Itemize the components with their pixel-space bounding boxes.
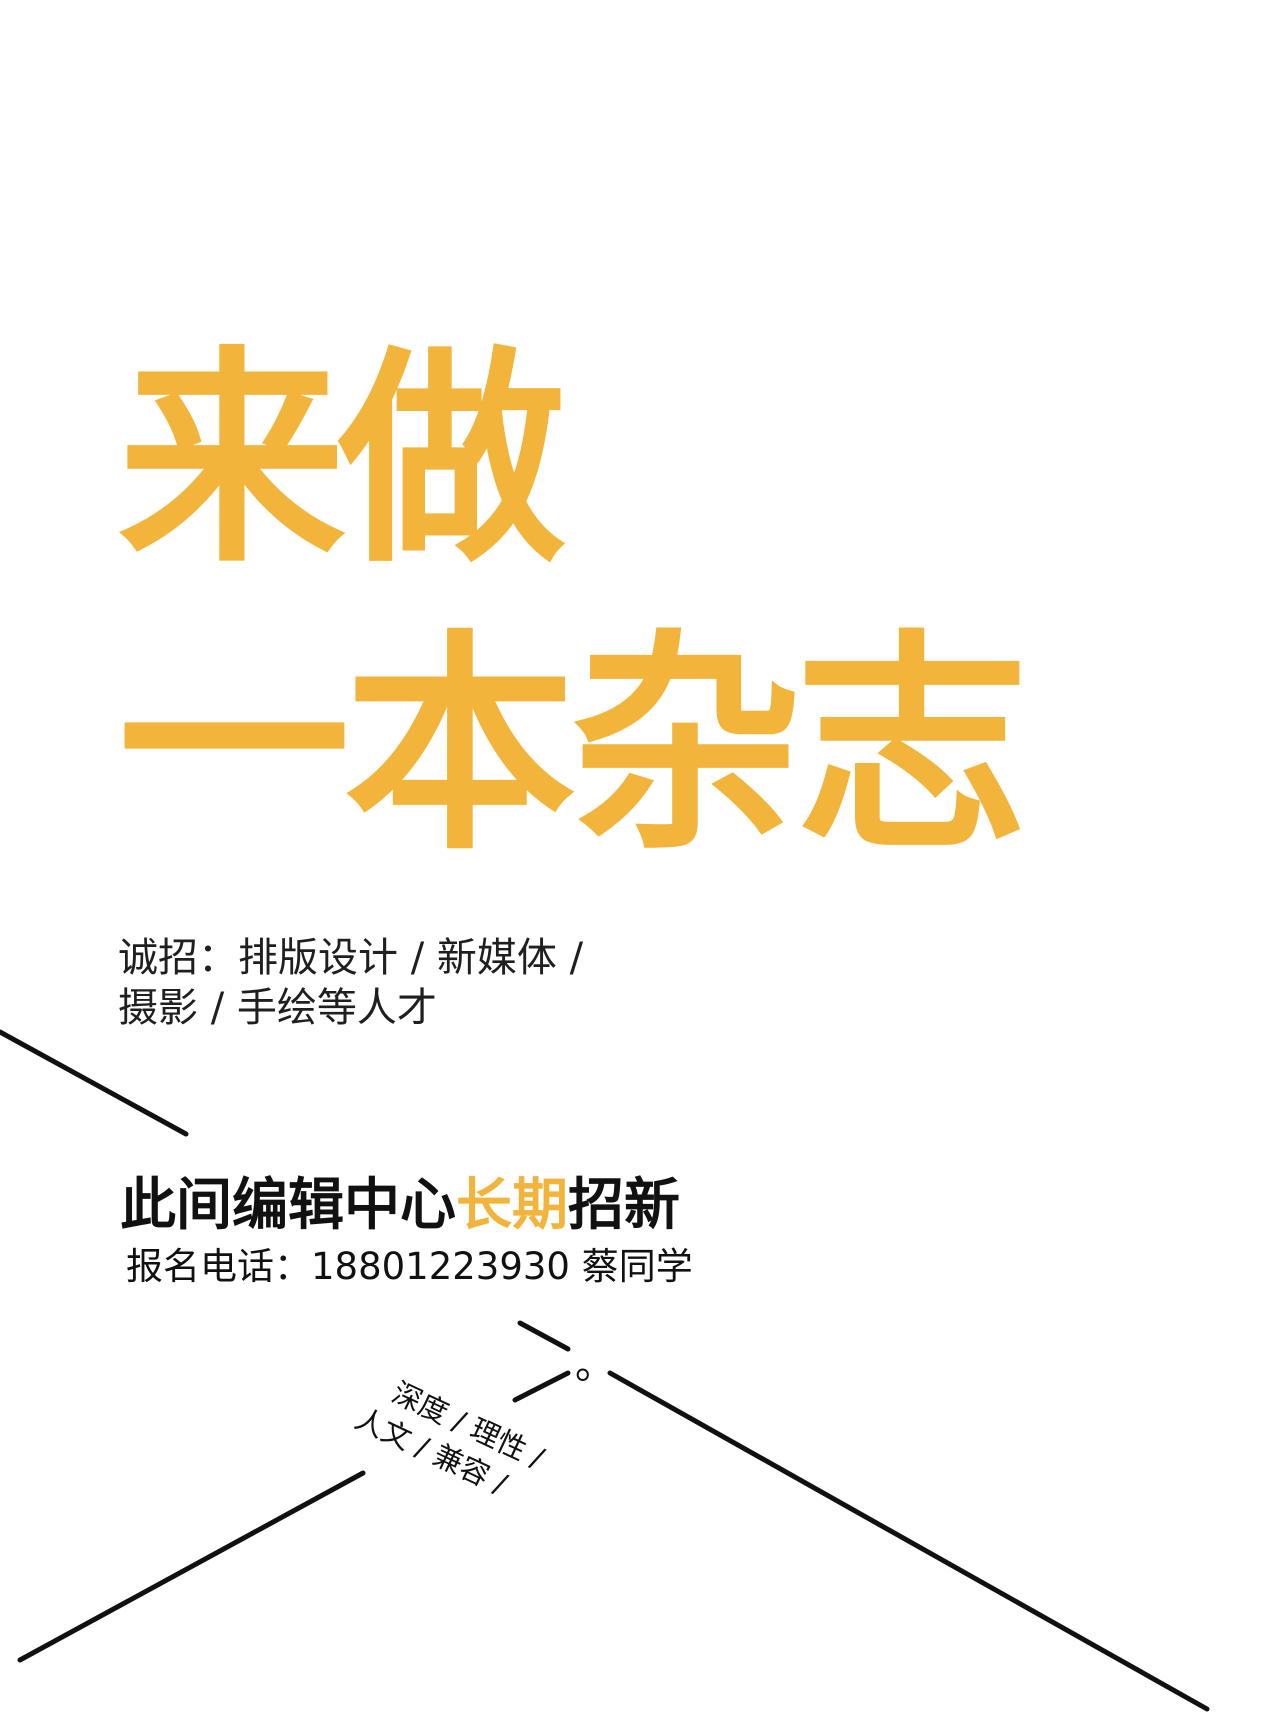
- decor-line-bottom-left: [17, 1470, 366, 1663]
- recruit-roles-line-2: 摄影 / 手绘等人才: [118, 985, 437, 1031]
- decor-period: 。: [575, 1342, 615, 1388]
- title-part-1: 此间编辑中心: [120, 1173, 456, 1238]
- contact-phone: 报名电话：18801223930 蔡同学: [126, 1245, 693, 1288]
- decor-line-top-left: [0, 1029, 189, 1137]
- title-part-2: 招新: [568, 1173, 680, 1238]
- headline-line-1: 来做: [118, 327, 566, 593]
- title-highlight: 长期: [456, 1173, 568, 1238]
- recruit-title: 此间编辑中心长期招新: [120, 1178, 680, 1234]
- decor-line-short-bottom: [512, 1370, 571, 1403]
- decor-line-right-long: [607, 1370, 1210, 1712]
- headline-line-2: 一本杂志: [118, 611, 1028, 881]
- recruit-roles-line-1: 诚招：排版设计 / 新媒体 /: [118, 935, 584, 981]
- decor-line-short-top: [517, 1320, 571, 1352]
